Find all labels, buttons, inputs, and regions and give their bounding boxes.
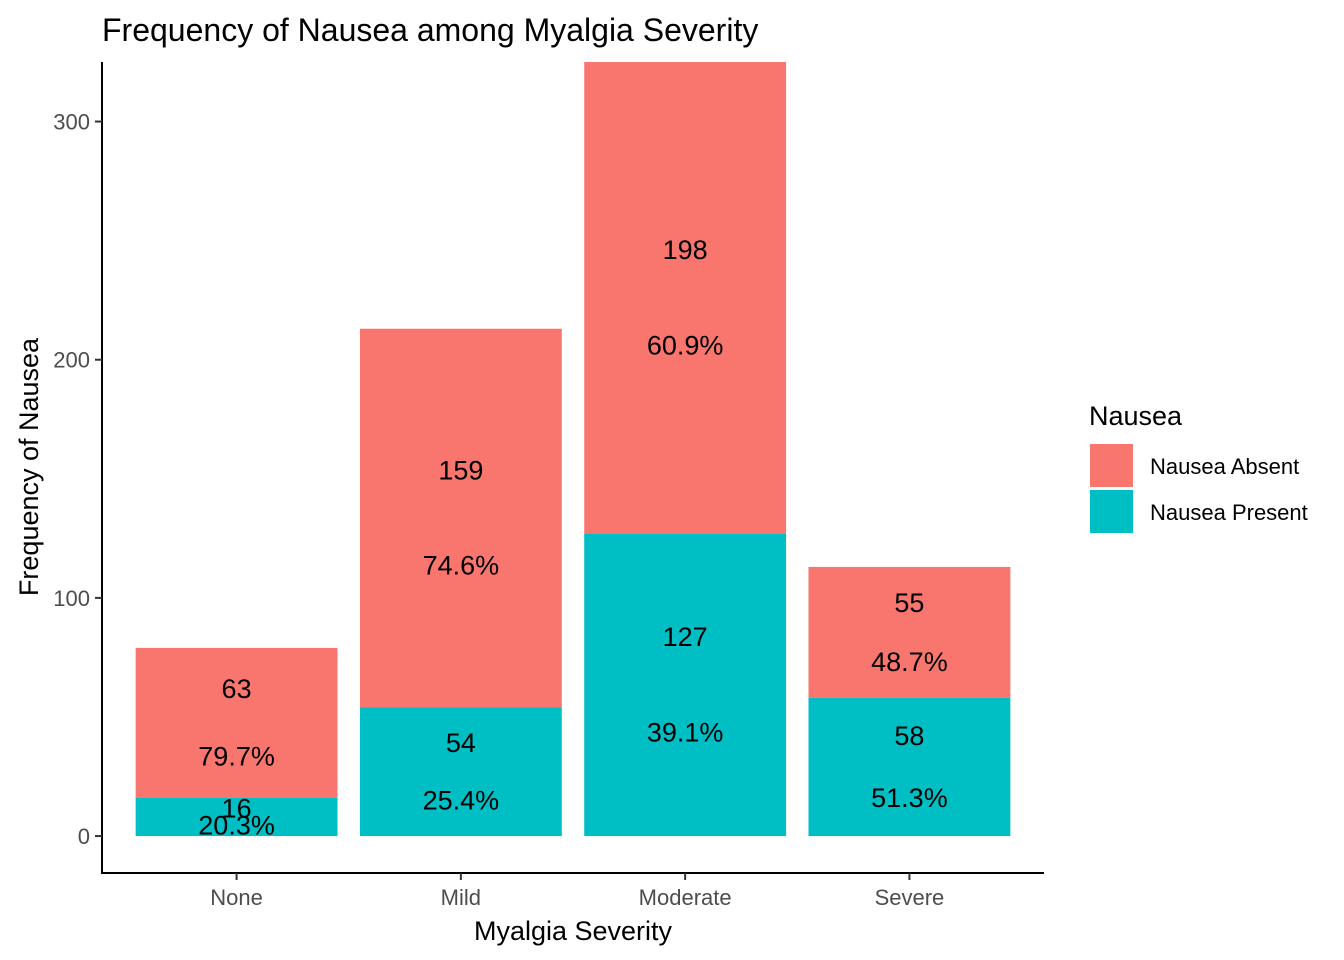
- bar-percent-label: 39.1%: [647, 717, 724, 747]
- bar-nausea-absent-severe: [808, 566, 1011, 698]
- bars: [135, 62, 1011, 837]
- bar-percent-label: 74.6%: [423, 551, 500, 581]
- bar-nausea-present-mild: [359, 707, 562, 837]
- bar-count-label: 16: [222, 793, 252, 823]
- x-tick-label: Mild: [441, 885, 481, 910]
- x-tick-label: None: [210, 885, 263, 910]
- legend-swatch-nausea-present: [1090, 490, 1133, 533]
- y-tick-label: 100: [53, 586, 90, 611]
- bar-percent-label: 51.3%: [871, 783, 948, 813]
- x-tick-label: Severe: [875, 885, 945, 910]
- legend-label-nausea-absent: Nausea Absent: [1150, 454, 1299, 479]
- y-tick-label: 300: [53, 110, 90, 135]
- legend-swatch-nausea-absent: [1090, 444, 1133, 487]
- bar-count-label: 55: [894, 588, 924, 618]
- bar-nausea-absent-none: [135, 647, 338, 798]
- bar-nausea-present-severe: [808, 697, 1011, 837]
- bar-percent-label: 60.9%: [647, 330, 724, 360]
- bar-count-label: 159: [438, 455, 483, 485]
- legend-title: Nausea: [1089, 401, 1183, 431]
- legend: Nausea Nausea Absent Nausea Present: [1089, 401, 1308, 533]
- bar-count-label: 198: [663, 235, 708, 265]
- bar-percent-label: 48.7%: [871, 647, 948, 677]
- legend-label-nausea-present: Nausea Present: [1150, 500, 1308, 525]
- bar-count-label: 54: [446, 728, 476, 758]
- y-tick-label: 0: [78, 824, 90, 849]
- legend-items: Nausea Absent Nausea Present: [1090, 444, 1308, 533]
- x-tick-label: Moderate: [639, 885, 732, 910]
- bar-nausea-present-none: [135, 797, 338, 837]
- bar-count-label: 63: [222, 674, 252, 704]
- x-ticks: None Mild Moderate Severe: [210, 873, 944, 910]
- bar-nausea-present-moderate: [584, 533, 787, 837]
- x-axis-title: Myalgia Severity: [474, 916, 673, 946]
- y-ticks: 0 100 200 300: [53, 110, 102, 849]
- bar-count-label: 127: [663, 622, 708, 652]
- bar-count-label: 58: [894, 721, 924, 751]
- chart-title: Frequency of Nausea among Myalgia Severi…: [102, 12, 758, 48]
- bar-percent-label: 79.7%: [198, 742, 275, 772]
- y-tick-label: 200: [53, 348, 90, 373]
- bar-nausea-absent-mild: [359, 328, 562, 708]
- bar-nausea-absent-moderate: [584, 62, 787, 534]
- y-axis-title: Frequency of Nausea: [14, 337, 44, 596]
- bar-percent-label: 25.4%: [423, 786, 500, 816]
- bar-percent-label: 20.3%: [198, 811, 275, 841]
